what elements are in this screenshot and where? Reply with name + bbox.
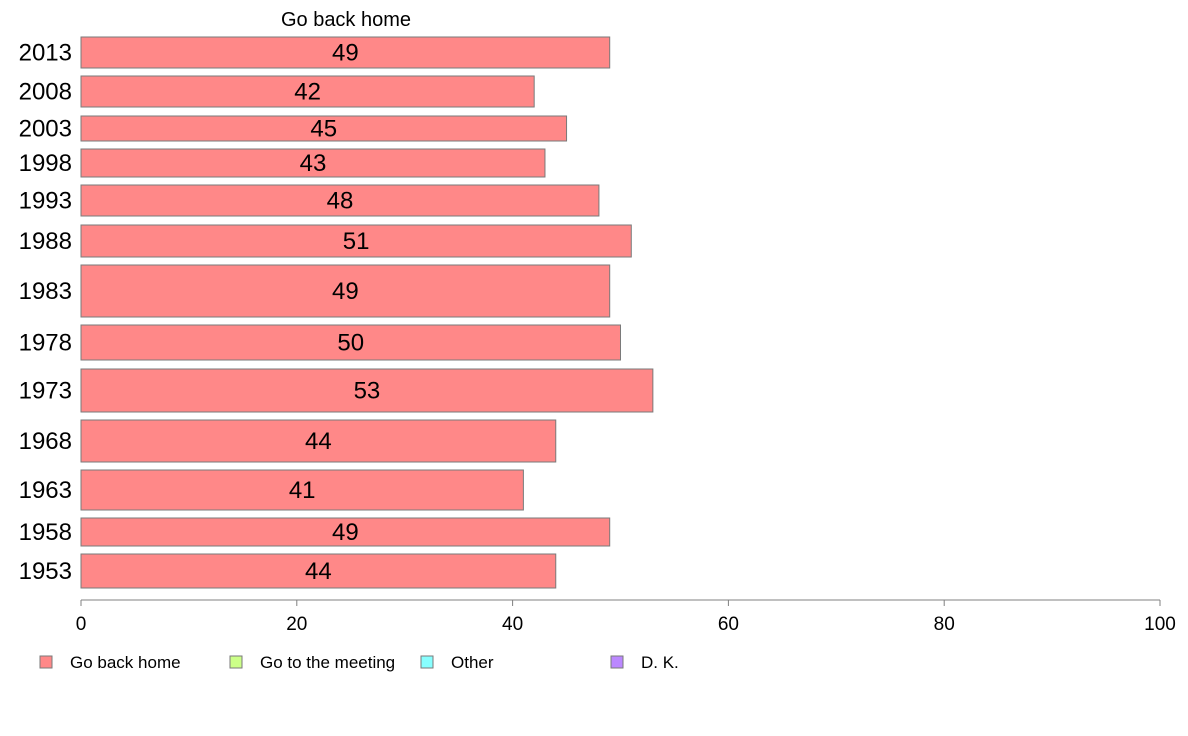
- legend-label-d-k: D. K.: [641, 653, 679, 672]
- category-label-1953: 1953: [19, 558, 72, 585]
- data-label-1963: 41: [289, 477, 316, 504]
- legend-swatch-go-back-home: [39, 655, 53, 669]
- legend-label-go-back-home: Go back home: [70, 653, 181, 672]
- data-label-2008: 42: [294, 79, 321, 106]
- x-tick-label-0: 0: [76, 614, 87, 635]
- data-label-2013: 49: [332, 40, 359, 67]
- data-label-2003: 45: [310, 116, 337, 143]
- x-tick-label-40: 40: [502, 614, 523, 635]
- legend-label-other: Other: [451, 653, 494, 672]
- category-label-1998: 1998: [19, 150, 72, 177]
- x-tick-label-80: 80: [934, 614, 955, 635]
- data-label-1973: 53: [354, 378, 381, 405]
- legend-swatch-d-k: [610, 655, 624, 669]
- chart-title: Go back home: [281, 9, 411, 31]
- bar-2003: [80, 115, 568, 142]
- data-label-1978: 50: [337, 330, 364, 357]
- data-label-1968: 44: [305, 428, 332, 455]
- data-label-1958: 49: [332, 519, 359, 546]
- category-label-1988: 1988: [19, 228, 72, 255]
- category-label-1983: 1983: [19, 278, 72, 305]
- category-label-1993: 1993: [19, 188, 72, 215]
- x-axis: 0 20 40 60 80 100: [76, 599, 1176, 635]
- category-label-2008: 2008: [19, 79, 72, 106]
- bar-1983: [80, 264, 611, 318]
- legend: Go back home Go to the meeting Other D. K.: [39, 653, 679, 672]
- data-label-1998: 43: [300, 150, 327, 177]
- x-tick-label-100: 100: [1144, 614, 1176, 635]
- data-label-1993: 48: [327, 188, 354, 215]
- bar-1953: [80, 553, 557, 589]
- category-label-1963: 1963: [19, 477, 72, 504]
- legend-swatch-other: [420, 655, 434, 669]
- category-label-1958: 1958: [19, 519, 72, 546]
- data-label-1988: 51: [343, 228, 370, 255]
- data-label-1953: 44: [305, 558, 332, 585]
- legend-label-go-to-the-meeting: Go to the meeting: [260, 653, 395, 672]
- category-label-1978: 1978: [19, 330, 72, 357]
- bar-2013: [80, 36, 611, 69]
- bar-2008: [80, 75, 535, 108]
- bars-layer: 2013 49 2008 42 2003 45 1998 43 1993 48 1988 51 1983…: [19, 36, 654, 589]
- bar-1958: [80, 517, 611, 547]
- legend-swatch-go-to-the-meeting: [229, 655, 243, 669]
- bar-1993: [80, 184, 600, 217]
- bar-1998: [80, 148, 546, 178]
- x-tick-label-60: 60: [718, 614, 739, 635]
- bar-1963: [80, 469, 524, 511]
- bar-1978: [80, 324, 621, 361]
- bar-1968: [80, 419, 557, 463]
- category-label-2013: 2013: [19, 40, 72, 67]
- category-label-1968: 1968: [19, 428, 72, 455]
- category-label-2003: 2003: [19, 116, 72, 143]
- data-label-1983: 49: [332, 278, 359, 305]
- bar-1988: [80, 224, 632, 258]
- x-tick-label-20: 20: [286, 614, 307, 635]
- bar-1973: [80, 368, 654, 413]
- category-label-1973: 1973: [19, 378, 72, 405]
